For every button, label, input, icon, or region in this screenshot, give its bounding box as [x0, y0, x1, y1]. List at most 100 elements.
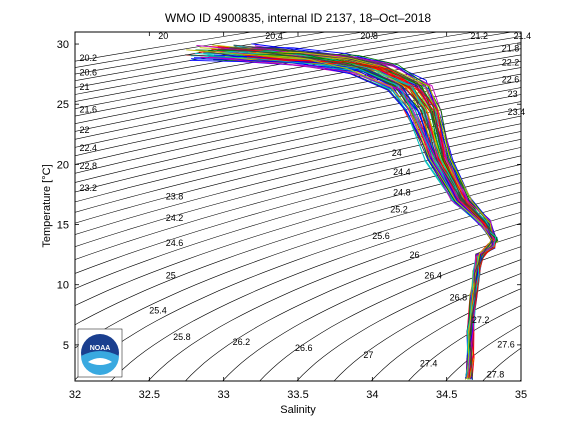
isopycnal-line	[557, 32, 576, 381]
profile-line	[257, 47, 496, 376]
profile-line	[242, 54, 497, 378]
y-tick-label: 5	[63, 340, 69, 352]
isopycnal-label: 26.4	[424, 271, 442, 281]
profile-line	[224, 56, 496, 377]
isopycnal-label: 20.8	[360, 31, 378, 41]
isopycnal-label: 21.8	[502, 43, 520, 53]
isopycnal-line	[75, 80, 521, 174]
isopycnal-label: 26.6	[295, 343, 313, 353]
profile-line	[240, 49, 495, 380]
y-tick-label: 30	[57, 39, 69, 51]
isopycnal-line	[110, 201, 521, 381]
isopycnal-label: 27.8	[487, 369, 505, 379]
isopycnal-label: 21.4	[514, 31, 532, 41]
isopycnal-label: 20	[158, 31, 168, 41]
isopycnal-line	[147, 211, 521, 381]
profile-line	[248, 52, 492, 376]
isopycnal-line	[408, 305, 521, 381]
profile-line	[213, 54, 496, 379]
isopycnal-label: 22.4	[80, 143, 98, 153]
profile-line	[190, 55, 498, 379]
x-tick-label: 32.5	[139, 389, 160, 401]
isopycnal-line	[519, 379, 521, 381]
isopycnal-label: 24.8	[393, 188, 411, 198]
noaa-logo: NOAA	[77, 328, 123, 378]
profile-line	[246, 56, 495, 379]
profile-line	[204, 55, 497, 378]
isopycnal-label: 25.8	[173, 332, 191, 342]
isopycnal-label: 22	[80, 125, 90, 135]
isopycnal-lines	[75, 32, 576, 381]
profile-line	[191, 58, 494, 377]
profile-line	[209, 55, 498, 379]
profile-line	[198, 50, 494, 379]
isopycnal-label: 25.2	[390, 205, 408, 215]
x-tick-label: 33.5	[287, 389, 308, 401]
profile-line	[208, 50, 493, 376]
isopycnal-label: 25.4	[149, 306, 167, 316]
isopycnal-label: 20.4	[265, 31, 283, 41]
profile-line	[208, 56, 496, 378]
isopycnal-label: 22.6	[502, 75, 520, 85]
x-tick-label: 32	[69, 389, 81, 401]
y-tick-label: 10	[57, 280, 69, 292]
y-axis-label: Temperature [°C]	[41, 164, 53, 247]
isopycnal-label: 24.2	[166, 213, 184, 223]
profile-line	[205, 51, 493, 378]
profile-line	[233, 45, 497, 376]
profile-line	[255, 58, 496, 378]
isopycnal-label: 23.8	[166, 191, 184, 201]
isopycnal-label: 27.6	[497, 339, 515, 349]
isopycnal-line	[75, 32, 438, 95]
y-tick-label: 15	[57, 220, 69, 232]
isopycnal-line	[75, 60, 521, 148]
isopycnal-line	[333, 273, 521, 381]
x-axis-label: Salinity	[280, 404, 316, 416]
isopycnal-label: 24	[392, 148, 402, 158]
isopycnal-line	[75, 48, 521, 132]
profile-line	[186, 49, 492, 380]
isopycnal-line	[75, 108, 521, 213]
isopycnal-line	[370, 288, 521, 381]
x-tick-label: 33	[218, 389, 230, 401]
profile-line	[220, 50, 493, 376]
profile-line	[222, 57, 493, 378]
isopycnal-label: 20.6	[80, 67, 98, 77]
profile-line	[204, 52, 495, 376]
isopycnal-line	[75, 54, 521, 140]
isopycnal-line	[75, 32, 364, 82]
isopycnal-label: 20.2	[80, 53, 98, 63]
profile-line	[194, 52, 496, 379]
x-axis-ticks: 32 32.5 33 33.5 34 34.5 35	[69, 32, 527, 401]
chart-title: WMO ID 4900835, internal ID 2137, 18–Oct…	[165, 11, 431, 25]
isopycnal-line	[185, 222, 521, 381]
isopycnal-label: 26.2	[233, 337, 251, 347]
isopycnal-label: 22.8	[80, 161, 98, 171]
y-tick-label: 20	[57, 159, 69, 171]
isopycnal-line	[75, 147, 521, 274]
isopycnal-line	[296, 259, 521, 381]
noaa-logo-text: NOAA	[90, 345, 111, 352]
profile-line	[217, 48, 494, 379]
isopycnal-line	[75, 87, 521, 183]
isopycnal-labels: 20 20.4 20.8 21.2 21.4 20.2 20.6 21 21.6 22 22.4 22…	[80, 31, 532, 379]
isopycnal-label: 23.4	[508, 107, 526, 117]
profile-line	[251, 43, 494, 378]
isopycnal-label: 27	[363, 350, 373, 360]
isopycnal-label: 26.8	[450, 292, 468, 302]
isopycnal-label: 23.2	[80, 183, 98, 193]
isopycnal-label: 21.2	[471, 31, 489, 41]
isopycnal-line	[75, 182, 521, 349]
isopycnal-line	[75, 123, 521, 235]
isopycnal-label: 27.4	[420, 359, 438, 369]
plot-frame	[74, 31, 522, 382]
isopycnal-label: 21	[80, 82, 90, 92]
isopycnal-line	[75, 164, 521, 306]
profile-line	[229, 47, 494, 377]
profile-line	[196, 44, 494, 377]
profile-line	[230, 57, 495, 378]
profile-line	[247, 57, 494, 377]
isopycnal-line	[259, 246, 521, 381]
profile-line	[215, 49, 495, 376]
